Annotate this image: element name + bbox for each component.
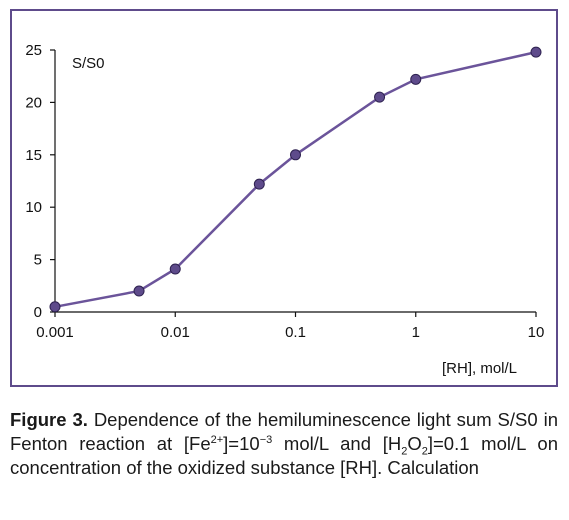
caption-h-subscript: 2 xyxy=(401,445,408,458)
series-line xyxy=(54,50,537,309)
data-point xyxy=(290,149,301,161)
y-tick-label: 20 xyxy=(25,94,42,111)
axes xyxy=(50,49,537,317)
y-tick-label: 0 xyxy=(34,304,42,321)
x-tick-label: 1 xyxy=(412,324,420,341)
caption-text-5: ]=0.1 mol/L on concentration of the oxid… xyxy=(10,433,558,478)
caption-o-subscript: 2 xyxy=(421,445,428,458)
x-tick-label: 0.1 xyxy=(285,324,306,341)
caption-text-4: O xyxy=(407,433,422,454)
data-point xyxy=(374,91,386,103)
figure-caption: Figure 3. Dependence of the hemiluminesc… xyxy=(10,408,558,480)
y-tick-label: 5 xyxy=(34,252,42,269)
y-axis-label: S/S0 xyxy=(72,55,105,72)
x-axis-label: [RH], mol/L xyxy=(442,360,517,377)
y-tick-label: 25 xyxy=(25,42,42,59)
caption-text-3: mol/L and [H xyxy=(272,433,402,454)
caption-text-2: ]=10 xyxy=(223,433,260,454)
caption-text-1: Dependence of the hemiluminescence light… xyxy=(10,409,558,454)
data-point xyxy=(133,285,145,297)
data-point xyxy=(49,301,61,313)
data-point xyxy=(169,263,181,275)
data-point xyxy=(410,73,422,85)
x-tick-label: 0.001 xyxy=(36,324,74,341)
x-tick-label: 10 xyxy=(528,324,545,341)
caption-exponent: −3 xyxy=(259,433,273,446)
data-points xyxy=(49,46,542,313)
tick-labels: 0 5 10 15 20 25 0.001 0.01 0.1 1 10 xyxy=(25,42,544,341)
y-tick-label: 15 xyxy=(25,147,42,164)
chart-frame xyxy=(10,9,558,387)
chart: 0 5 10 15 20 25 0.001 0.01 0.1 1 10 S/S0 [RH], mol… xyxy=(25,42,544,377)
data-point xyxy=(253,178,265,190)
y-tick-label: 10 xyxy=(25,199,42,216)
x-tick-label: 0.01 xyxy=(161,324,190,341)
caption-fe-charge: 2+ xyxy=(210,433,224,446)
caption-label: Figure 3. xyxy=(10,409,88,430)
data-point xyxy=(530,46,542,58)
